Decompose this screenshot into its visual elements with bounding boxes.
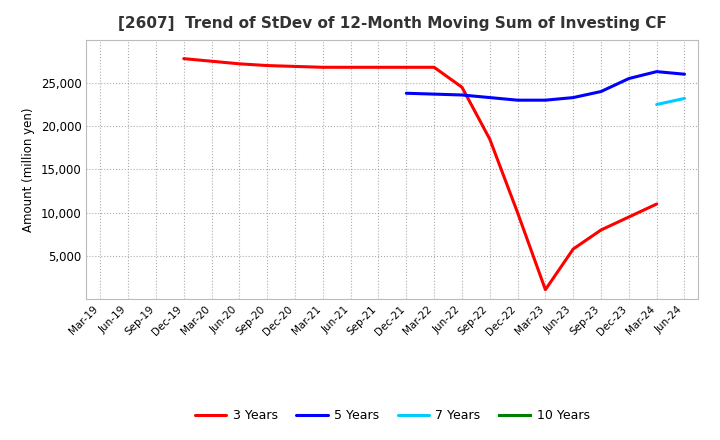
- Legend: 3 Years, 5 Years, 7 Years, 10 Years: 3 Years, 5 Years, 7 Years, 10 Years: [190, 404, 595, 427]
- Title: [2607]  Trend of StDev of 12-Month Moving Sum of Investing CF: [2607] Trend of StDev of 12-Month Moving…: [118, 16, 667, 32]
- Y-axis label: Amount (million yen): Amount (million yen): [22, 107, 35, 231]
